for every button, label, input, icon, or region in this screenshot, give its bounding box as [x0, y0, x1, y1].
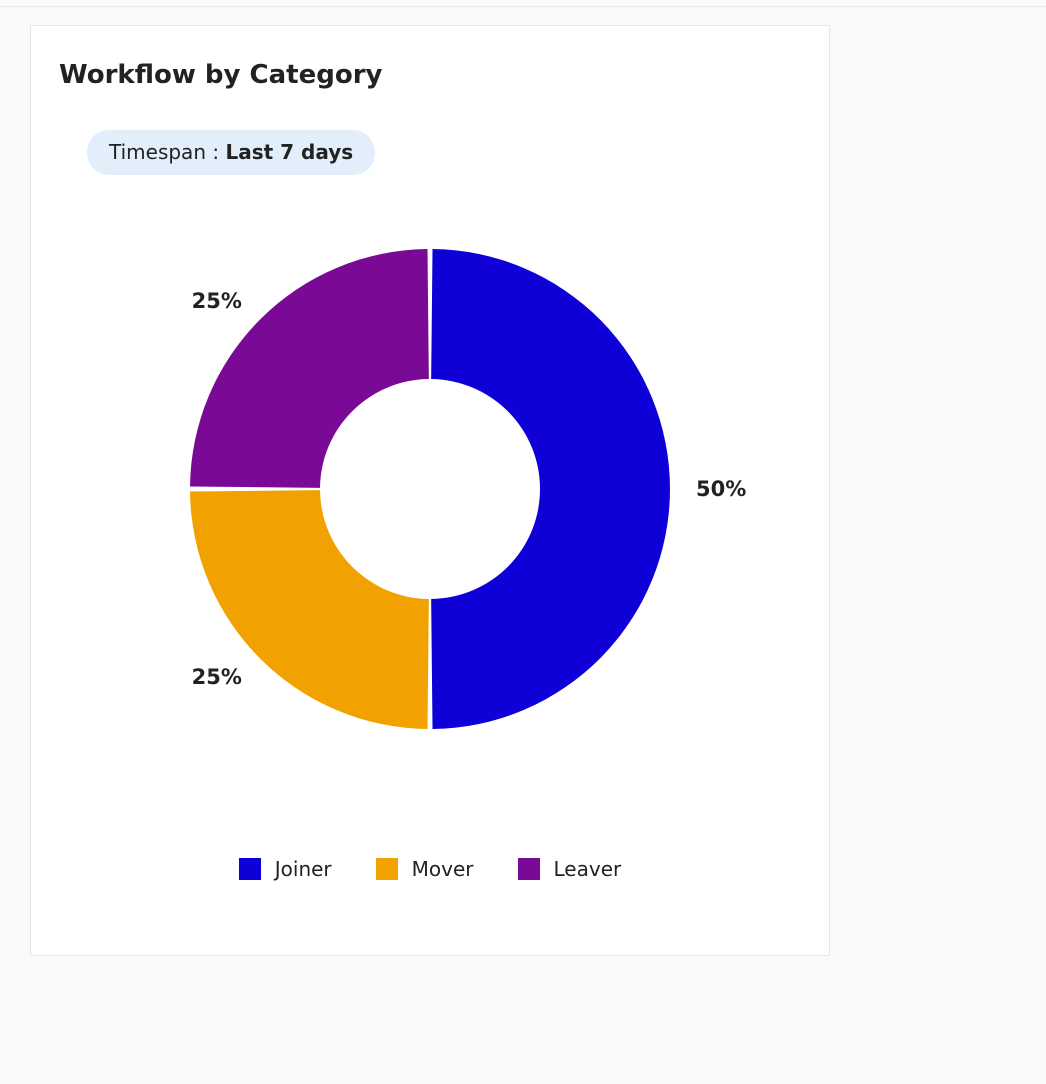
legend-label-leaver: Leaver	[554, 857, 622, 881]
legend-item-leaver[interactable]: Leaver	[518, 857, 622, 881]
legend-swatch-mover	[376, 858, 398, 880]
page-divider	[0, 6, 1046, 7]
donut-slice-leaver[interactable]	[190, 249, 429, 488]
pct-label-joiner: 50%	[696, 477, 746, 501]
card-title: Workflow by Category	[59, 60, 801, 90]
timespan-value: Last 7 days	[225, 140, 353, 164]
legend-swatch-joiner	[239, 858, 261, 880]
timespan-pill[interactable]: Timespan : Last 7 days	[87, 130, 375, 175]
chart-legend: Joiner Mover Leaver	[59, 857, 801, 881]
pct-label-mover: 25%	[192, 665, 242, 689]
legend-label-joiner: Joiner	[275, 857, 332, 881]
legend-label-mover: Mover	[412, 857, 474, 881]
pct-label-leaver: 25%	[192, 289, 242, 313]
donut-chart: 50% 25% 25%	[59, 209, 801, 769]
legend-item-joiner[interactable]: Joiner	[239, 857, 332, 881]
donut-slice-joiner[interactable]	[431, 249, 670, 729]
timespan-label: Timespan :	[109, 140, 225, 164]
legend-swatch-leaver	[518, 858, 540, 880]
legend-item-mover[interactable]: Mover	[376, 857, 474, 881]
workflow-category-card: Workflow by Category Timespan : Last 7 d…	[30, 25, 830, 956]
donut-slice-mover[interactable]	[190, 490, 429, 729]
